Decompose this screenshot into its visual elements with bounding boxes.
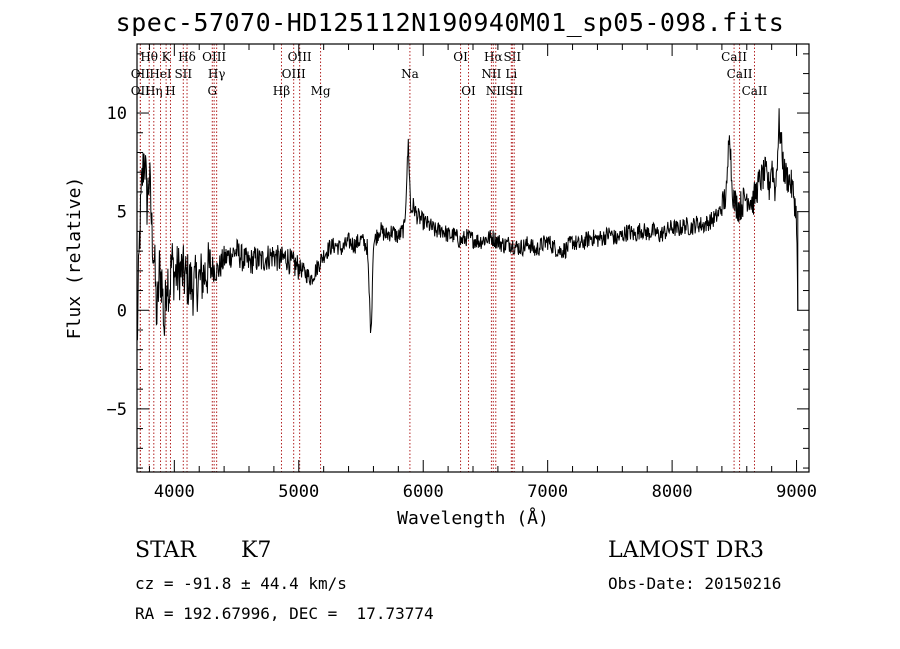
line-label-22: SII: [503, 50, 521, 64]
x-tick-label-2: 6000: [403, 482, 444, 502]
line-label-5: K: [162, 50, 172, 64]
x-tick-label-1: 5000: [278, 482, 319, 502]
line-label-16: Na: [401, 67, 419, 81]
object-class: STAR: [135, 538, 196, 563]
line-label-25: CaII: [721, 50, 747, 64]
y-tick-label-1: 0: [117, 301, 127, 321]
line-label-20: NII: [481, 67, 501, 81]
y-axis-label: Flux (relative): [64, 177, 85, 340]
survey-name: LAMOST DR3: [608, 538, 764, 563]
line-label-3: Hη: [145, 84, 163, 98]
y-tick-label-2: 5: [117, 203, 127, 223]
chart-title: spec-57070-HD125112N190940M01_sp05-098.f…: [115, 8, 785, 37]
obs-date: Obs-Date: 20150216: [608, 574, 782, 593]
x-tick-label-4: 8000: [652, 482, 693, 502]
y-tick-label-3: 10: [107, 104, 127, 124]
coordinates: RA = 192.67996, DEC = 17.73774: [135, 604, 434, 623]
line-label-6: H: [165, 84, 175, 98]
x-tick-label-0: 4000: [154, 482, 195, 502]
x-tick-label-5: 9000: [776, 482, 817, 502]
line-label-14: OIII: [282, 67, 306, 81]
y-tick-label-0: −5: [107, 400, 127, 420]
line-label-26: CaII: [727, 67, 753, 81]
line-label-2: Hθ: [140, 50, 158, 64]
line-label-7: SII: [174, 67, 192, 81]
line-label-24: SII: [505, 84, 523, 98]
line-label-11: G: [207, 84, 217, 98]
line-label-10: Hγ: [208, 67, 226, 81]
line-label-27: CaII: [742, 84, 768, 98]
spectrum-line: [136, 108, 799, 341]
redshift-readout: cz = -91.8 ± 44.4 km/s: [135, 574, 347, 593]
line-label-15: Mg: [311, 84, 331, 98]
line-label-19: Hα: [484, 50, 503, 64]
line-label-9: OIII: [202, 50, 226, 64]
line-label-1: OII: [131, 84, 151, 98]
line-label-18: OI: [461, 84, 476, 98]
line-label-21: NII: [486, 84, 506, 98]
plot-frame: [136, 43, 810, 473]
line-label-12: Hβ: [273, 84, 290, 98]
x-tick-label-3: 7000: [527, 482, 568, 502]
line-label-4: HeI: [149, 67, 172, 81]
line-label-23: Li: [505, 67, 517, 81]
line-label-17: OI: [453, 50, 468, 64]
object-subclass: K7: [241, 538, 272, 563]
line-label-13: OIII: [288, 50, 312, 64]
line-label-8: Hδ: [178, 50, 196, 64]
x-axis-label: Wavelength (Å): [397, 507, 549, 529]
